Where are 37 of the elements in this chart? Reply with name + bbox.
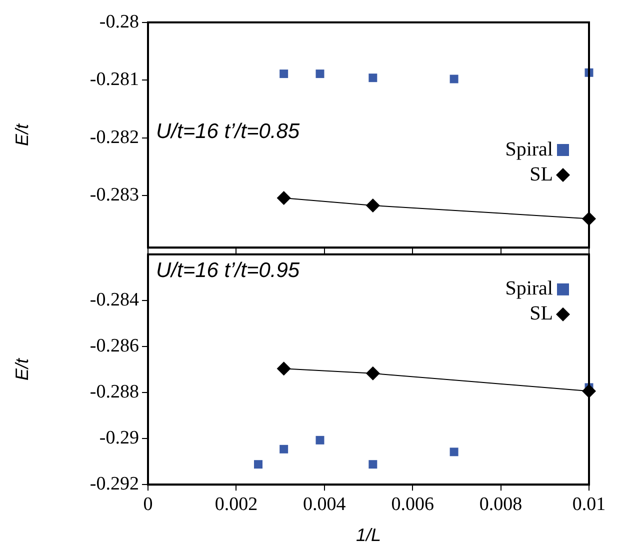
y-tick-label: -0.283 (90, 184, 139, 206)
x-tick-label: 0.002 (214, 494, 258, 515)
point (366, 366, 380, 380)
point (316, 70, 324, 78)
point (366, 198, 380, 212)
point (368, 74, 378, 82)
y-axis-title: E/t (12, 123, 32, 146)
legend-label: Spiral (505, 278, 554, 300)
x-axis-title: 1/L (356, 525, 382, 546)
y-tick-label: -0.282 (90, 126, 139, 148)
y-tick-label: -0.286 (90, 335, 139, 356)
x-tick-label: 0.008 (479, 494, 522, 515)
point (280, 70, 288, 78)
legend-label: Spiral (505, 138, 554, 160)
point (254, 460, 262, 469)
point (450, 74, 458, 84)
y-tick-label: -0.28 (99, 11, 139, 32)
legend-label: SL (530, 163, 553, 186)
y-tick-label: -0.29 (99, 428, 139, 449)
point (450, 448, 458, 456)
legend-label: SL (530, 302, 553, 325)
x-tick-label: 0.006 (391, 494, 434, 515)
y-tick-label: -0.292 (90, 474, 139, 495)
y-tick-label: -0.288 (90, 382, 139, 403)
point (276, 362, 291, 376)
point (368, 460, 378, 469)
x-tick-label: 0 (143, 494, 153, 515)
annotation: U/t=16 t’/t=0.95 (156, 259, 300, 282)
y-axis-title: E/t (12, 358, 32, 381)
x-tick-label: 0.01 (572, 494, 606, 515)
x-tick-label: 0.004 (303, 494, 346, 515)
point (276, 190, 291, 205)
annotation: U/t=16 t’/t=0.85 (156, 120, 300, 143)
point (280, 444, 288, 454)
point (316, 436, 324, 444)
y-tick-label: -0.284 (90, 289, 140, 310)
y-tick-label: -0.281 (90, 69, 139, 90)
